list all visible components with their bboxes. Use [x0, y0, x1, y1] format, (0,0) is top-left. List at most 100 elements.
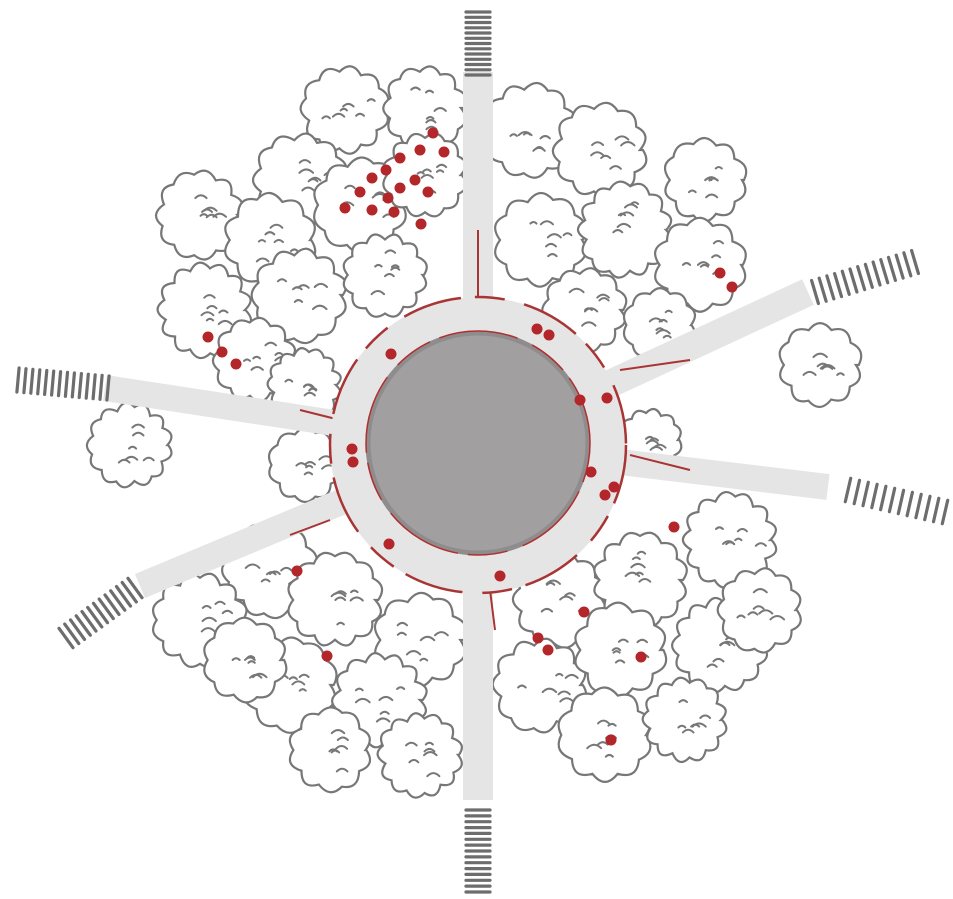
tree-detail: [636, 638, 648, 644]
tree: [778, 322, 863, 409]
tree-detail: [276, 278, 288, 283]
tree: [85, 401, 173, 489]
flower: [339, 202, 351, 214]
tree-canopy: [576, 180, 673, 279]
tree: [203, 616, 288, 704]
tree-detail: [557, 690, 571, 696]
tree: [154, 169, 244, 261]
tree-detail: [298, 673, 310, 678]
flower: [543, 329, 555, 341]
steps: [887, 486, 897, 514]
tree-detail: [304, 461, 316, 466]
steps: [86, 605, 104, 629]
tree-detail: [712, 240, 724, 245]
tree-detail: [408, 759, 420, 764]
tree-detail: [611, 647, 622, 652]
tree-detail: [620, 141, 636, 147]
flower: [668, 521, 680, 533]
flower: [394, 182, 406, 194]
tree-canopy: [154, 169, 244, 261]
tree-detail: [658, 318, 668, 323]
path-edge: [629, 454, 691, 471]
tree-detail: [802, 370, 817, 376]
tree-detail: [596, 293, 610, 299]
tree-detail: [132, 431, 145, 437]
tree-detail: [539, 135, 551, 140]
tree-detail: [714, 166, 723, 170]
tree-detail: [396, 631, 407, 636]
tree-detail: [303, 383, 315, 388]
tree-detail: [378, 695, 394, 702]
tree-detail: [630, 562, 646, 569]
steps: [80, 609, 98, 633]
tree-detail: [128, 445, 138, 450]
flower-layer: [202, 127, 738, 746]
flower: [291, 565, 303, 577]
steps: [126, 576, 144, 600]
tree-detail: [252, 672, 268, 679]
tree-detail: [354, 687, 364, 692]
path-edge: [489, 589, 496, 631]
tree-detail: [308, 176, 322, 182]
tree-detail: [836, 372, 845, 376]
steps: [870, 482, 879, 510]
path-edge: [619, 359, 691, 371]
steps: [77, 372, 84, 400]
tree-detail: [419, 635, 436, 642]
tree-detail: [638, 578, 652, 583]
tree-detail: [311, 304, 328, 311]
tree-detail: [614, 135, 630, 141]
plaza-edge: [328, 295, 628, 595]
flower: [422, 186, 434, 198]
tree-layer: [85, 65, 863, 799]
flower: [635, 651, 647, 663]
tree-detail: [652, 443, 667, 449]
steps: [105, 374, 111, 402]
flower: [531, 323, 543, 335]
tree-detail: [705, 193, 719, 199]
steps: [49, 369, 56, 397]
tree-detail: [405, 741, 418, 747]
tree-detail: [655, 327, 665, 331]
steps: [940, 498, 950, 526]
tree-detail: [273, 239, 284, 244]
tree-detail: [354, 697, 371, 704]
tree-detail: [124, 455, 139, 461]
steps: [843, 476, 853, 504]
tree-detail: [303, 471, 314, 476]
tree-detail: [336, 621, 345, 626]
flower: [608, 481, 620, 493]
tree-detail: [696, 261, 710, 266]
tree-detail: [231, 657, 241, 661]
steps: [871, 260, 882, 287]
tree-detail: [288, 676, 298, 681]
flower: [366, 172, 378, 184]
tree-detail: [677, 724, 687, 729]
tree-detail: [384, 249, 397, 254]
tree-detail: [199, 213, 209, 217]
flower: [382, 192, 394, 204]
tree-canopy: [299, 65, 390, 155]
tree-detail: [736, 528, 748, 533]
tree-detail: [664, 309, 673, 314]
tree-detail: [142, 456, 155, 462]
tree-canopy: [557, 686, 652, 783]
tree-detail: [293, 299, 304, 303]
steps: [63, 622, 81, 646]
tree: [299, 65, 390, 155]
steps: [840, 269, 851, 296]
tree: [288, 706, 372, 794]
tree-detail: [305, 464, 314, 469]
tree: [382, 132, 468, 218]
steps: [29, 367, 35, 395]
tree-detail: [522, 132, 531, 136]
tree-detail: [545, 581, 556, 586]
tree-detail: [350, 589, 359, 594]
tree-detail: [424, 89, 434, 94]
tree-detail: [344, 184, 356, 190]
steps: [103, 593, 121, 617]
tree-detail: [203, 294, 216, 299]
steps: [42, 368, 49, 396]
tree: [551, 101, 648, 198]
steps: [856, 265, 867, 292]
